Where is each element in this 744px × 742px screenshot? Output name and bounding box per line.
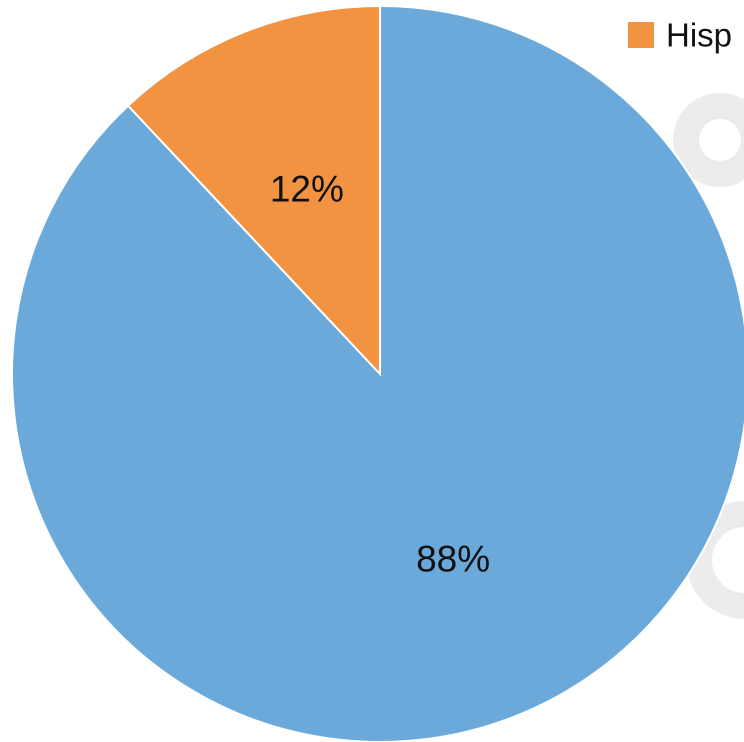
- slice-label-12: 12%: [270, 169, 344, 210]
- legend: Hisp: [628, 17, 732, 54]
- legend-label: Hisp: [666, 17, 732, 54]
- pie-labels: 88% 12%: [270, 169, 490, 580]
- pie-slice-88: [11, 4, 744, 742]
- slice-label-88: 88%: [416, 538, 490, 579]
- pie-slices: [11, 4, 744, 742]
- pie-slice-12: [126, 4, 381, 377]
- gear-watermark-icon: [673, 93, 744, 619]
- legend-swatch: [628, 22, 654, 48]
